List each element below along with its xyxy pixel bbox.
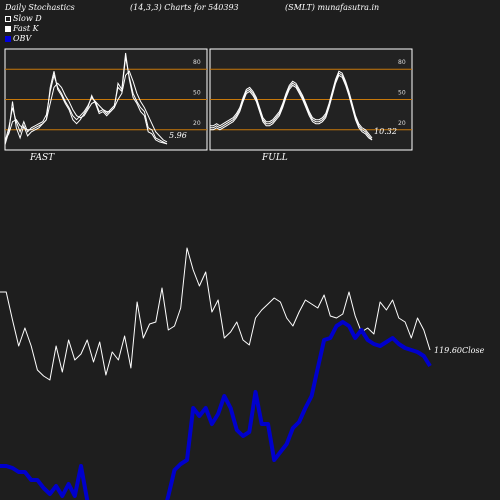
legend-item-obv: OBV: [5, 34, 31, 43]
obv-line: [0, 320, 432, 500]
panel-fast-series-0: [4, 57, 168, 145]
panel-full-series-2: [210, 70, 373, 139]
legend-item-slow-d: Slow D: [5, 14, 42, 23]
panel-fast-series-2: [4, 70, 168, 143]
panel-label-fast: FAST: [30, 153, 55, 163]
panel-fast-level-label-80: 80: [193, 59, 201, 66]
legend-swatch-fast-k: [5, 25, 11, 32]
chart-params: (14,3,3) Charts for 540393: [130, 3, 239, 12]
legend-label-slow-d: Slow D: [13, 14, 42, 23]
close-price-line: [0, 247, 431, 381]
legend-swatch-slow-d: [5, 15, 11, 22]
panel-full-series-0: [210, 72, 373, 141]
legend-label-obv: OBV: [13, 34, 32, 43]
panel-label-full: FULL: [262, 153, 288, 163]
chart-symbol: (SMLT) munafasutra.in: [285, 3, 380, 12]
panel-full-level-label-20: 20: [398, 120, 406, 127]
close-last-value: 119.60Close: [434, 346, 485, 355]
legend-label-fast-k: Fast K: [13, 24, 39, 33]
panel-fast-last-value: 5.96: [169, 131, 187, 140]
panel-full-last-value: 10.32: [374, 127, 397, 136]
panel-fast-level-label-50: 50: [193, 90, 201, 97]
panel-full-level-label-50: 50: [398, 90, 406, 97]
chart-title: Daily Stochastics: [5, 3, 75, 12]
panel-fast-series-1: [4, 52, 168, 146]
panel-fast-level-label-20: 20: [193, 120, 201, 127]
panel-full-series-1: [210, 74, 373, 141]
legend-item-fast-k: Fast K: [5, 24, 39, 33]
panel-full-level-label-80: 80: [398, 59, 406, 66]
legend-swatch-obv: [5, 35, 11, 42]
